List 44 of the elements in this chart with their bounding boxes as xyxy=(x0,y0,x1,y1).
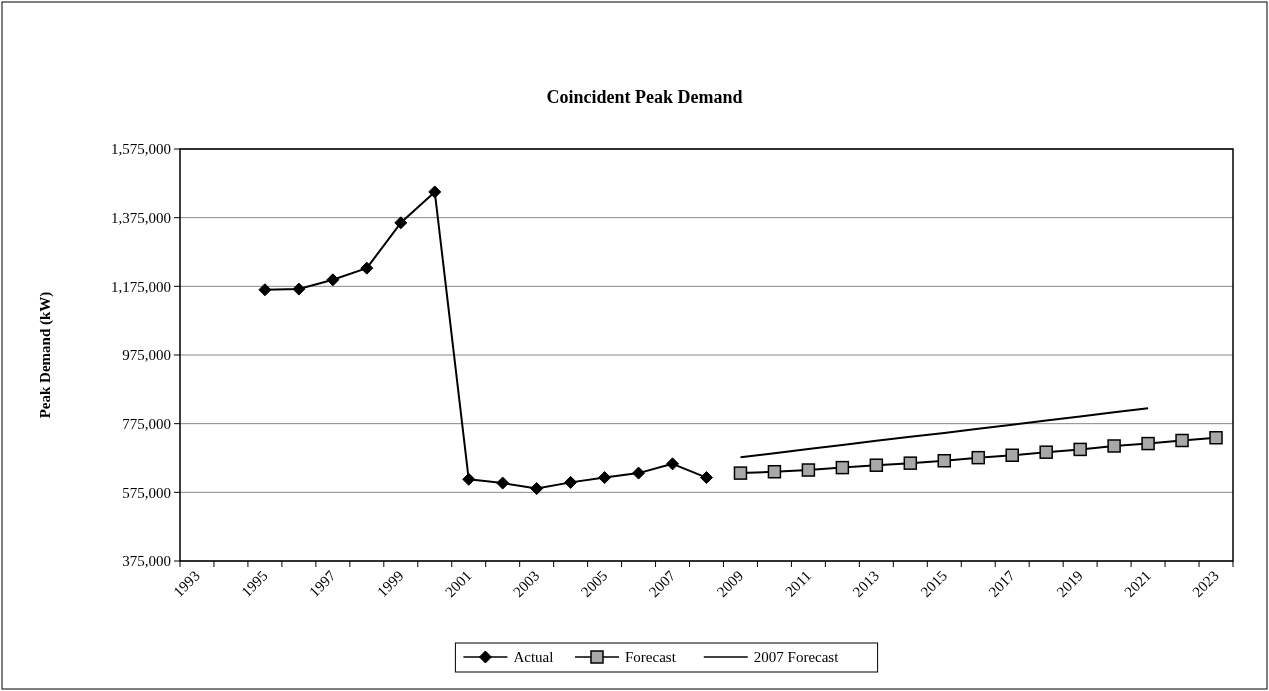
x-tick-label: 2021 xyxy=(1121,567,1154,601)
point xyxy=(394,216,408,230)
y-tick-label: 1,575,000 xyxy=(111,141,171,158)
point xyxy=(835,460,850,475)
point xyxy=(700,471,713,485)
chart-title: Coincident Peak Demand xyxy=(546,87,743,107)
point xyxy=(666,457,680,471)
point xyxy=(564,475,578,489)
point xyxy=(903,456,918,470)
point xyxy=(733,466,748,480)
point xyxy=(632,466,646,480)
legend-label: 2007 Forecast xyxy=(753,649,840,666)
y-tick-label: 1,375,000 xyxy=(111,209,171,226)
x-tick-label: 2011 xyxy=(782,567,815,600)
point xyxy=(1107,439,1121,453)
point xyxy=(292,282,306,296)
point xyxy=(1005,448,1019,462)
point xyxy=(428,185,442,199)
point xyxy=(496,476,510,490)
point xyxy=(1209,430,1223,445)
point xyxy=(360,261,374,275)
point xyxy=(326,273,340,287)
point xyxy=(1175,433,1189,448)
point xyxy=(462,472,476,486)
y-tick-label: 1,175,000 xyxy=(111,278,171,295)
y-tick-label: 375,000 xyxy=(122,553,171,570)
point xyxy=(1039,445,1053,459)
y-axis-title: Peak Demand (kW) xyxy=(37,291,54,419)
point xyxy=(937,454,952,468)
y-tick-label: 975,000 xyxy=(122,347,171,364)
point xyxy=(258,283,272,297)
point xyxy=(801,463,816,477)
point xyxy=(869,458,884,472)
point xyxy=(1073,442,1087,457)
line-series xyxy=(739,407,1150,459)
point xyxy=(530,482,544,496)
y-tick-label: 775,000 xyxy=(122,415,171,432)
y-tick-label: 575,000 xyxy=(122,484,171,501)
legend-label: Forecast xyxy=(625,649,677,666)
point xyxy=(971,450,985,465)
point xyxy=(1141,436,1155,451)
legend-label: Actual xyxy=(513,649,554,666)
point xyxy=(598,471,612,485)
point xyxy=(767,464,782,479)
